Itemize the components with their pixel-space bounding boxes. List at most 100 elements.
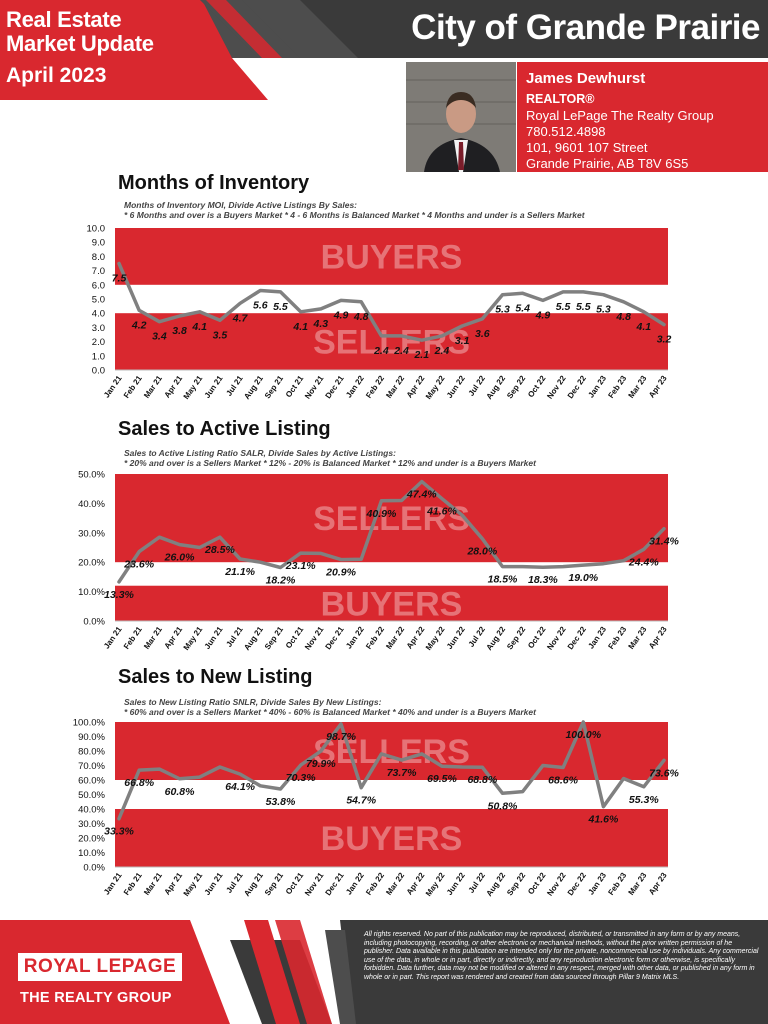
snlr-x-tick-7: Aug 21	[242, 871, 265, 898]
salr-x-tick-23: Dec 22	[566, 625, 588, 652]
snlr-x-tick-17: Jun 22	[445, 871, 467, 897]
moi-chart: BUYERS SELLERS 0.0 1.0 2.0 3.0 4.0 5.0 6.0 7.0 8.0…	[87, 224, 672, 402]
moi-data-label-10: 4.3	[313, 318, 329, 330]
moi-point-27	[662, 323, 666, 326]
snlr-y-tick-0: 0.0%	[83, 863, 105, 874]
snlr-data-label-9: 70.3%	[286, 772, 316, 784]
salr-x-tick-26: Mar 23	[627, 625, 649, 651]
moi-point-10	[319, 307, 323, 311]
salr-x-tick-10: Nov 21	[303, 625, 326, 652]
salr-data-label-11: 20.9%	[325, 567, 356, 579]
salr-y-tick-4: 40.0%	[78, 499, 105, 510]
moi-x-tick-2: Mar 21	[142, 374, 164, 400]
snlr-data-label-26: 55.3%	[629, 794, 659, 806]
moi-data-label-15: 2.1	[413, 349, 429, 361]
salr-point-15	[420, 480, 423, 483]
snlr-chart: SELLERSBUYERS0.0%10.0%20.0%30.0%40.0%50.…	[73, 718, 680, 899]
moi-x-tick-22: Nov 22	[545, 374, 568, 401]
salr-band-label-1: BUYERS	[321, 585, 463, 623]
salr-point-9	[299, 551, 302, 555]
agent-brokerage: Royal LePage The Realty Group	[526, 108, 714, 123]
snlr-x-tick-24: Jan 23	[586, 871, 608, 897]
salr-point-6	[238, 557, 242, 561]
moi-point-12	[360, 300, 363, 304]
moi-data-label-3: 3.8	[172, 325, 187, 337]
snlr-point-17	[460, 765, 464, 769]
snlr-point-11	[339, 722, 343, 726]
city-title: City of Grande Prairie	[411, 8, 760, 47]
moi-y-tick-3: 3.0	[92, 323, 105, 334]
snlr-x-tick-8: Sep 21	[263, 871, 285, 898]
moi-point-14	[400, 334, 403, 338]
salr-x-tick-7: Aug 21	[242, 625, 265, 652]
snlr-point-9	[299, 763, 302, 767]
moi-data-label-19: 5.3	[495, 304, 510, 316]
salr-x-tick-27: Apr 23	[647, 625, 669, 651]
salr-data-label-23: 19.0%	[568, 572, 598, 584]
moi-y-tick-4: 4.0	[92, 309, 105, 320]
moi-data-label-21: 4.9	[535, 309, 551, 321]
agent-phone[interactable]: 780.512.4898	[526, 124, 606, 139]
snlr-x-tick-18: Jul 22	[467, 871, 488, 895]
snlr-band-label-1: BUYERS	[321, 820, 463, 858]
salr-data-label-6: 21.1%	[224, 566, 255, 578]
moi-data-label-4: 4.1	[191, 321, 207, 333]
snlr-data-label-18: 68.8%	[467, 774, 497, 786]
salr-data-label-0: 13.3%	[104, 589, 134, 601]
snlr-point-18	[481, 766, 484, 769]
moi-x-tick-18: Jul 22	[467, 374, 488, 398]
salr-x-tick-25: Feb 23	[606, 625, 628, 651]
salr-point-12	[360, 558, 363, 561]
moi-y-tick-9: 9.0	[92, 238, 105, 249]
salr-x-tick-13: Feb 22	[364, 625, 386, 651]
snlr-point-12	[360, 786, 363, 789]
moi-x-tick-5: Jun 21	[203, 374, 225, 400]
snlr-x-tick-4: May 21	[182, 871, 205, 898]
salr-data-label-1: 23.6%	[123, 559, 154, 571]
salr-x-tick-16: May 22	[424, 625, 447, 652]
salr-data-label-9: 23.1%	[285, 560, 316, 572]
snlr-point-24	[602, 805, 605, 808]
snlr-data-label-11: 98.7%	[326, 731, 356, 743]
salr-band-1	[115, 585, 668, 621]
moi-data-label-17: 3.1	[455, 335, 470, 347]
snlr-point-6	[238, 772, 242, 776]
salr-y-tick-0: 0.0%	[83, 617, 105, 628]
snlr-point-16	[440, 765, 444, 768]
snlr-data-label-0: 33.3%	[104, 826, 134, 838]
salr-point-16	[440, 497, 444, 500]
snlr-data-label-22: 68.6%	[548, 775, 578, 787]
salr-y-tick-5: 50.0%	[78, 470, 105, 481]
salr-x-tick-6: Jul 21	[224, 625, 245, 649]
moi-band-label-1: SELLERS	[313, 324, 470, 362]
moi-point-4	[198, 310, 201, 313]
snlr-data-label-3: 60.8%	[165, 786, 195, 798]
salr-x-tick-14: Mar 22	[384, 625, 406, 651]
moi-point-1	[137, 309, 141, 312]
moi-y-tick-5: 5.0	[92, 295, 105, 306]
moi-data-label-20: 5.4	[515, 302, 530, 314]
snlr-data-label-6: 64.1%	[225, 781, 255, 793]
moi-point-6	[238, 302, 242, 305]
moi-data-label-13: 2.4	[373, 345, 389, 357]
snlr-point-0	[117, 817, 121, 820]
salr-point-14	[400, 499, 403, 502]
moi-point-7	[259, 289, 262, 292]
snlr-point-3	[178, 777, 181, 781]
salr-point-26	[642, 548, 646, 551]
snlr-y-tick-8: 80.0%	[78, 747, 105, 758]
header-month: April 2023	[6, 64, 107, 87]
moi-data-label-23: 5.5	[576, 301, 591, 313]
salr-point-25	[622, 559, 625, 562]
snlr-subtitle-2: * 60% and over is a Sellers Market * 40%…	[124, 707, 536, 717]
moi-point-21	[541, 299, 545, 302]
snlr-subtitle-1: Sales to New Listing Ratio SNLR, Divide …	[124, 697, 382, 707]
snlr-data-label-24: 41.6%	[588, 814, 619, 826]
moi-point-24	[602, 293, 605, 296]
salr-point-1	[137, 550, 141, 553]
moi-data-label-8: 5.5	[273, 301, 288, 313]
salr-x-tick-24: Jan 23	[586, 625, 608, 651]
salr-point-10	[319, 552, 323, 555]
moi-point-5	[218, 319, 222, 322]
moi-x-tick-19: Aug 22	[484, 374, 507, 401]
